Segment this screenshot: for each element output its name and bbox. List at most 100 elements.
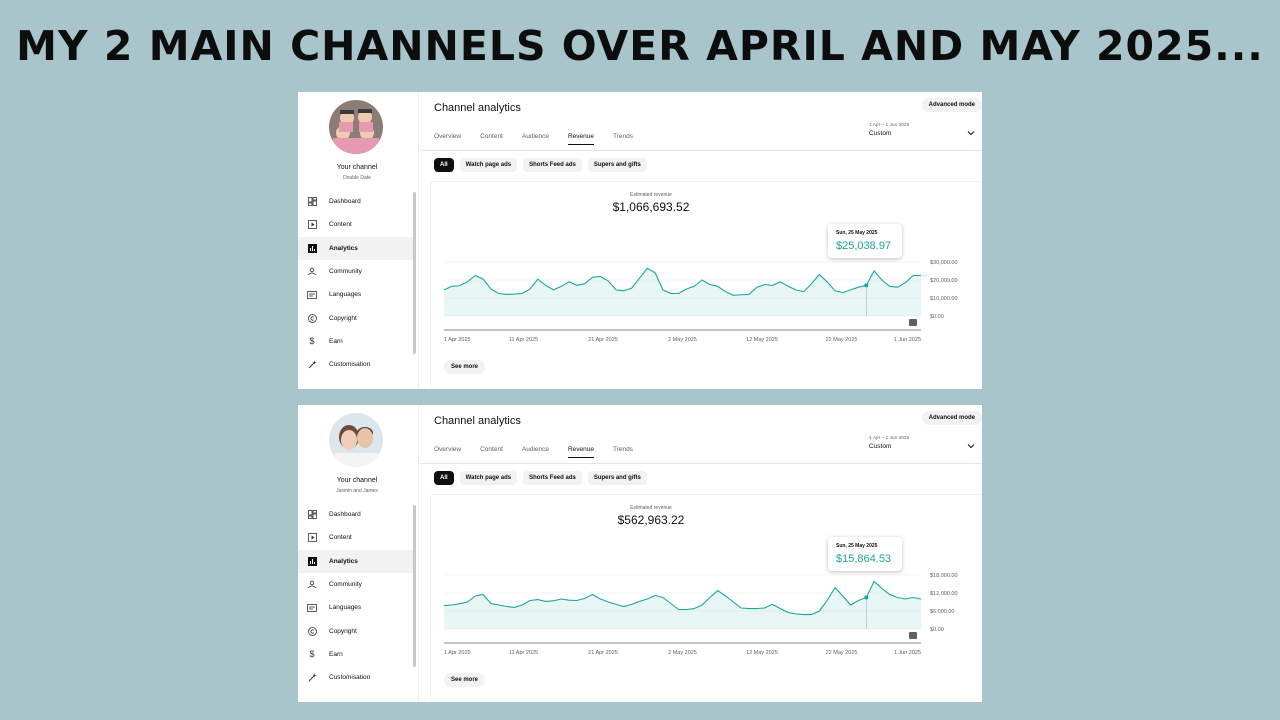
tooltip-value: $15,864.53 <box>836 553 892 565</box>
date-range-picker[interactable]: 1 Apr – 1 Jun 2025 Custom <box>869 436 909 450</box>
sidebar-item-label: Analytics <box>329 244 358 252</box>
tab-trends[interactable]: Trends <box>613 446 634 453</box>
headline: MY 2 MAIN CHANNELS OVER APRIL AND MAY 20… <box>16 22 1264 70</box>
sidebar-item-label: Earn <box>329 337 343 345</box>
sidebar-scrollbar[interactable] <box>413 505 416 667</box>
sidebar-item-community[interactable]: Community <box>298 573 416 596</box>
tab-audience[interactable]: Audience <box>521 446 549 453</box>
revenue-chart[interactable]: $30,000.00 $20,000.00 $10,000.00 $0.00 1 Apr… <box>431 182 982 388</box>
series-area <box>444 268 921 316</box>
tab-content[interactable]: Content <box>480 446 503 453</box>
date-range: 1 Apr – 1 Jun 2025 <box>869 436 910 441</box>
sidebar-item-dashboard[interactable]: Dashboard <box>298 503 416 526</box>
chip-watch-page-ads[interactable]: Watch page ads <box>459 471 518 485</box>
analytics-icon <box>307 243 317 253</box>
sidebar-item-content[interactable]: Content <box>298 526 416 549</box>
tab-revenue[interactable]: Revenue <box>567 133 595 145</box>
main-content: Channel analytics Advanced mode Overview… <box>420 405 982 702</box>
sidebar-scrollbar[interactable] <box>413 192 416 354</box>
sidebar-item-languages[interactable]: Languages <box>298 596 416 619</box>
see-more-button[interactable]: See more <box>444 673 486 687</box>
series-line <box>443 267 921 296</box>
sidebar-item-label: Languages <box>329 604 362 612</box>
tab-trends[interactable]: Trends <box>613 133 634 140</box>
analytics-icon <box>307 556 317 566</box>
chip-all[interactable]: All <box>434 471 454 485</box>
sidebar-item-analytics[interactable]: Analytics <box>298 236 416 260</box>
tooltip-date: Sun, 25 May 2025 <box>836 230 878 236</box>
sidebar: Your channel Jasmin and James Dashboard … <box>298 405 419 702</box>
estimated-revenue-value: $1,066,693.52 <box>612 200 690 214</box>
dashboard-icon <box>307 197 317 207</box>
channel-label: Your channel <box>336 164 378 171</box>
tab-audience[interactable]: Audience <box>521 133 549 140</box>
x-tick-label: 12 May 2025 <box>746 650 778 656</box>
date-mode: Custom <box>869 130 892 137</box>
sidebar-item-customisation[interactable]: Customisation <box>298 353 416 376</box>
customisation-icon <box>307 673 317 683</box>
channel-name: Double Date <box>343 175 371 181</box>
sidebar-item-languages[interactable]: Languages <box>298 283 416 306</box>
x-tick-label: 11 Apr 2025 <box>509 337 538 343</box>
chart-tooltip: Sun, 25 May 2025 $25,038.97 <box>828 224 902 258</box>
languages-icon <box>307 603 317 613</box>
divider <box>420 150 982 151</box>
tab-overview[interactable]: Overview <box>434 446 462 453</box>
y-tick-label: $20,000.00 <box>930 278 958 284</box>
sidebar-item-label: Community <box>329 268 362 276</box>
chevron-down-icon[interactable] <box>966 128 976 138</box>
chip-all[interactable]: All <box>434 158 454 172</box>
y-tick-label: $0.00 <box>930 314 944 320</box>
y-tick-label: $30,000.00 <box>930 260 958 266</box>
tab-content[interactable]: Content <box>480 133 503 140</box>
sidebar-item-customisation[interactable]: Customisation <box>298 666 416 689</box>
sidebar-item-analytics[interactable]: Analytics <box>298 549 416 573</box>
revenue-chart[interactable]: $18,000.00 $12,000.00 $6,000.00 $0.00 1 Apr … <box>431 495 982 701</box>
sidebar-item-dashboard[interactable]: Dashboard <box>298 190 416 213</box>
estimated-revenue-label: Estimated revenue <box>630 505 672 511</box>
advanced-mode-button[interactable]: Advanced mode <box>921 98 982 112</box>
x-tick-label: 22 May 2025 <box>826 650 858 656</box>
languages-icon <box>307 290 317 300</box>
revenue-card: Estimated revenue $562,963.22 $18,000.00… <box>430 494 982 701</box>
sidebar-item-community[interactable]: Community <box>298 260 416 283</box>
chip-supers-and-gifts[interactable]: Supers and gifts <box>587 158 647 172</box>
revenue-card: Estimated revenue $1,066,693.52 $30,000.… <box>430 181 982 388</box>
sidebar-item-content[interactable]: Content <box>298 213 416 236</box>
hover-point <box>864 283 869 288</box>
zoom-icon <box>909 632 917 639</box>
sidebar-item-earn[interactable]: $ Earn <box>298 330 416 353</box>
chevron-down-icon[interactable] <box>966 441 976 451</box>
sidebar-item-label: Copyright <box>329 627 357 635</box>
sidebar-item-earn[interactable]: $ Earn <box>298 643 416 666</box>
chip-shorts-feed-ads[interactable]: Shorts Feed ads <box>523 471 582 485</box>
content-icon <box>307 220 317 230</box>
tab-revenue[interactable]: Revenue <box>567 446 595 458</box>
see-more-button[interactable]: See more <box>444 360 486 374</box>
main-content: Channel analytics Advanced mode Overview… <box>420 92 982 389</box>
sidebar-item-copyright[interactable]: Copyright <box>298 306 416 329</box>
date-range-picker[interactable]: 1 Apr – 1 Jun 2025 Custom <box>869 123 909 137</box>
avatar[interactable] <box>329 100 383 154</box>
avatar[interactable] <box>329 413 383 467</box>
tab-overview[interactable]: Overview <box>434 133 462 140</box>
x-tick-label: 21 Apr 2025 <box>588 337 618 343</box>
advanced-mode-button[interactable]: Advanced mode <box>921 411 982 425</box>
sidebar-nav: Dashboard Content Analytics Community La… <box>298 190 416 376</box>
sidebar-item-label: Analytics <box>329 557 358 565</box>
sidebar-item-label: Community <box>329 581 362 589</box>
x-tick-label: 1 Apr 2025 <box>444 650 471 656</box>
series-area <box>444 581 921 629</box>
divider <box>420 463 982 464</box>
community-icon <box>307 267 317 277</box>
x-tick-label: 22 May 2025 <box>826 337 858 343</box>
chip-supers-and-gifts[interactable]: Supers and gifts <box>587 471 647 485</box>
chip-watch-page-ads[interactable]: Watch page ads <box>459 158 518 172</box>
page-title: Channel analytics <box>434 102 521 114</box>
series-line <box>443 580 922 616</box>
tooltip-value: $25,038.97 <box>836 240 892 252</box>
chip-shorts-feed-ads[interactable]: Shorts Feed ads <box>523 158 582 172</box>
sidebar-item-copyright[interactable]: Copyright <box>298 619 416 642</box>
sidebar-item-label: Dashboard <box>329 198 361 206</box>
sidebar-item-label: Content <box>329 221 352 229</box>
